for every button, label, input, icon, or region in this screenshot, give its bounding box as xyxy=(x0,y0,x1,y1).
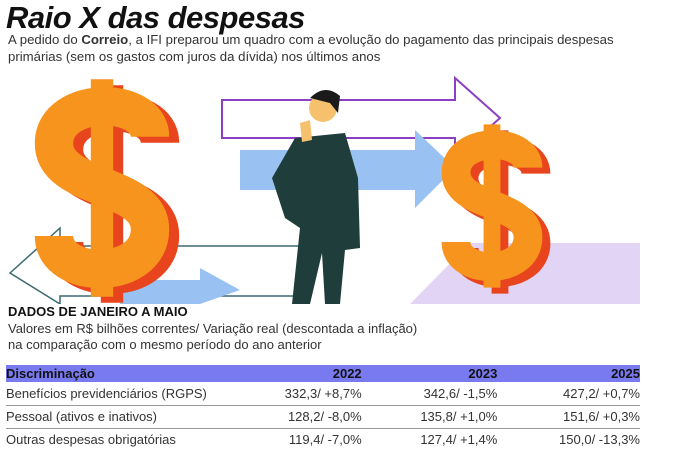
table-header: Discriminação 2022 2023 2025 xyxy=(6,365,640,382)
cell: 150,0/ -13,3% xyxy=(559,432,640,448)
dollar-sign-left-icon xyxy=(54,79,160,303)
expenses-table: Discriminação 2022 2023 2025 Benefícios … xyxy=(6,365,640,451)
cell: Outras despesas obrigatórias xyxy=(6,432,176,448)
dollar-sign-right-icon xyxy=(456,124,536,293)
cell: 151,6/ +0,3% xyxy=(497,405,640,429)
cell: 427,2/ +0,7% xyxy=(497,382,640,406)
page-title: Raio X das despesas xyxy=(6,0,305,35)
cell: 135,8/ +1,0% xyxy=(361,405,498,429)
cell: 332,3/ +8,7% xyxy=(226,382,362,406)
cell: Benefícios previdenciários (RGPS) xyxy=(6,382,226,406)
subtitle-text: A pedido do xyxy=(8,32,82,47)
blue-arrow-bottom-icon xyxy=(120,268,240,304)
table-row: Outras despesas obrigatórias 119,4/ -7,0%… xyxy=(6,428,640,451)
note-line-2: na comparação com o mesmo período do ano… xyxy=(8,337,322,352)
illustration xyxy=(8,68,640,304)
cell: 119,4/ -7,0% xyxy=(288,432,362,448)
table-row: Benefícios previdenciários (RGPS) 332,3/ … xyxy=(6,382,640,406)
section-label: DADOS DE JANEIRO A MAIO xyxy=(8,304,188,319)
cell: 127,4/ +1,4% xyxy=(420,432,498,448)
cell: Pessoal (ativos e inativos) xyxy=(6,405,226,429)
cell: 128,2/ -8,0% xyxy=(226,405,362,429)
header-cell: 2022 xyxy=(226,365,362,382)
header-cell: 2023 xyxy=(361,365,498,382)
note: Valores em R$ bilhões correntes/ Variaçã… xyxy=(8,321,417,353)
header-cell: Discriminação xyxy=(6,365,226,382)
subtitle-bold: Correio xyxy=(81,32,129,47)
note-line-1: Valores em R$ bilhões correntes/ Variaçã… xyxy=(8,321,418,336)
table-row: Pessoal (ativos e inativos) 128,2/ -8,0% 1… xyxy=(6,405,640,429)
subtitle: A pedido do Correio, a IFI preparou um q… xyxy=(8,31,648,65)
subtitle-text-2: , a IFI preparou um quadro com a evoluçã… xyxy=(8,32,614,64)
header-cell: 2025 xyxy=(497,365,640,382)
thinking-man-icon xyxy=(272,89,360,304)
cell: 342,6/ -1,5% xyxy=(361,382,498,406)
